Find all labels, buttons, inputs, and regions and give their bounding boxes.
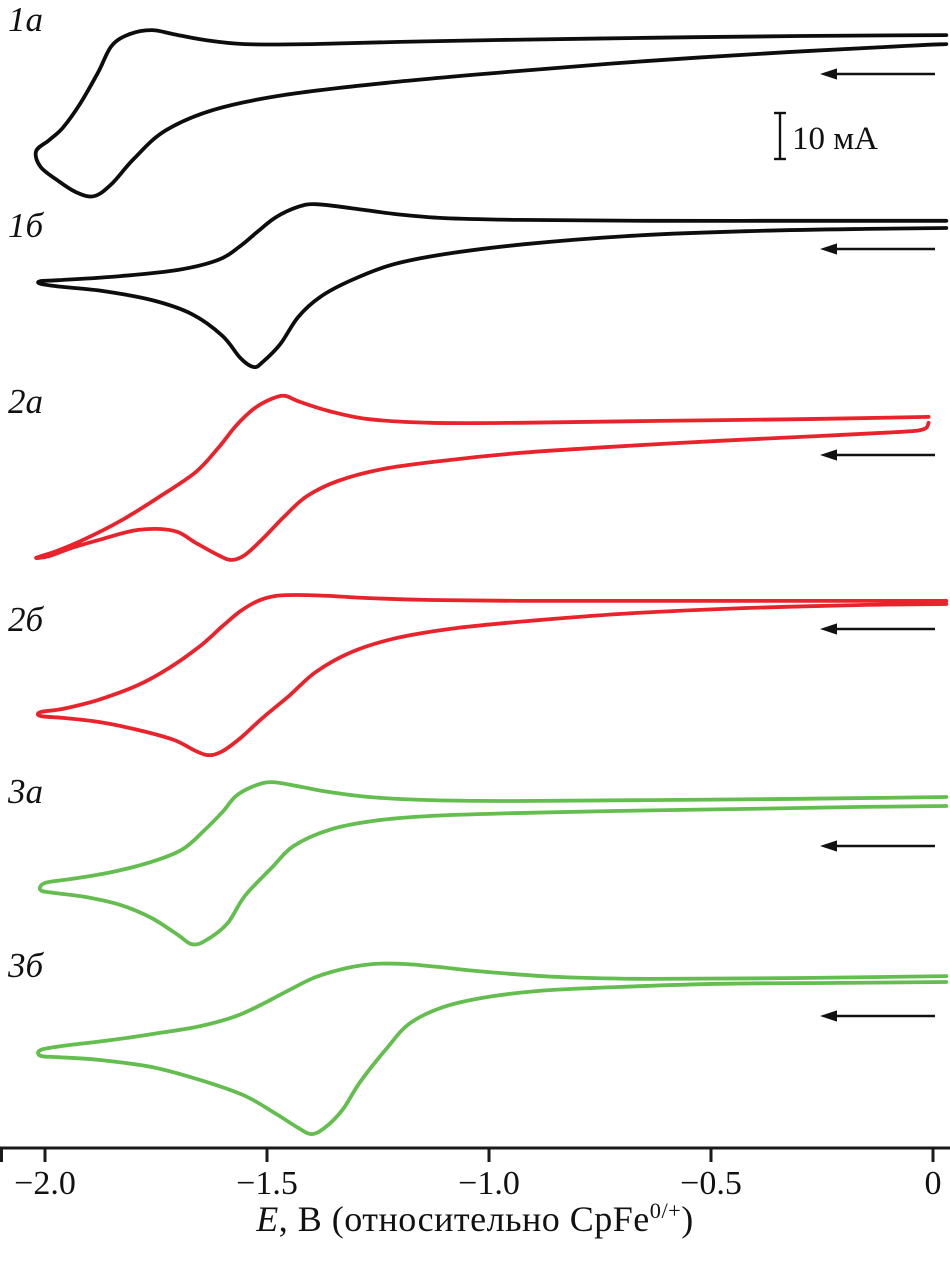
scan-arrow-head-2a bbox=[820, 449, 837, 461]
curve-label-1a: 1а bbox=[8, 0, 43, 39]
scan-arrow-head-1a bbox=[820, 68, 837, 80]
cv-curve-2a bbox=[34, 393, 931, 562]
cv-curve-2b bbox=[36, 593, 949, 758]
x-axis-tick-label-4: 0 bbox=[925, 1165, 942, 1202]
x-axis-label-closing: ) bbox=[681, 1199, 694, 1239]
scale-bar-label: 10 мА bbox=[792, 121, 878, 157]
curve-label-3a: 3а bbox=[7, 772, 43, 811]
cv-curve-1b bbox=[36, 202, 949, 370]
curve-label-2a: 2а bbox=[8, 382, 43, 421]
x-axis-tick-label-2: −1.0 bbox=[458, 1165, 520, 1202]
x-axis-tick-label-3: −0.5 bbox=[680, 1165, 742, 1202]
scan-arrow-head-2b bbox=[820, 623, 837, 635]
curve-label-2b: 2б bbox=[8, 600, 45, 639]
scan-arrow-head-3a bbox=[820, 840, 837, 852]
cv-curve-1a bbox=[33, 28, 949, 199]
cv-curve-3b bbox=[36, 961, 949, 1136]
scan-arrow-head-3b bbox=[820, 1010, 837, 1022]
scan-arrow-head-1b bbox=[820, 243, 837, 255]
curve-label-3b: 3б bbox=[7, 946, 45, 985]
x-axis-tick-label-0: −2.0 bbox=[14, 1165, 76, 1202]
x-axis-symbol: E bbox=[256, 1199, 279, 1239]
x-axis-tick-label-1: −1.5 bbox=[236, 1165, 298, 1202]
x-axis-label: E, В (относительно CpFe0/+) bbox=[0, 1198, 950, 1240]
curve-label-1b: 1б bbox=[8, 206, 45, 245]
x-axis-label-middle: , В (относительно CpFe bbox=[278, 1199, 650, 1239]
cv-curve-3a bbox=[38, 780, 949, 947]
x-axis-label-superscript: 0/+ bbox=[649, 1198, 682, 1223]
